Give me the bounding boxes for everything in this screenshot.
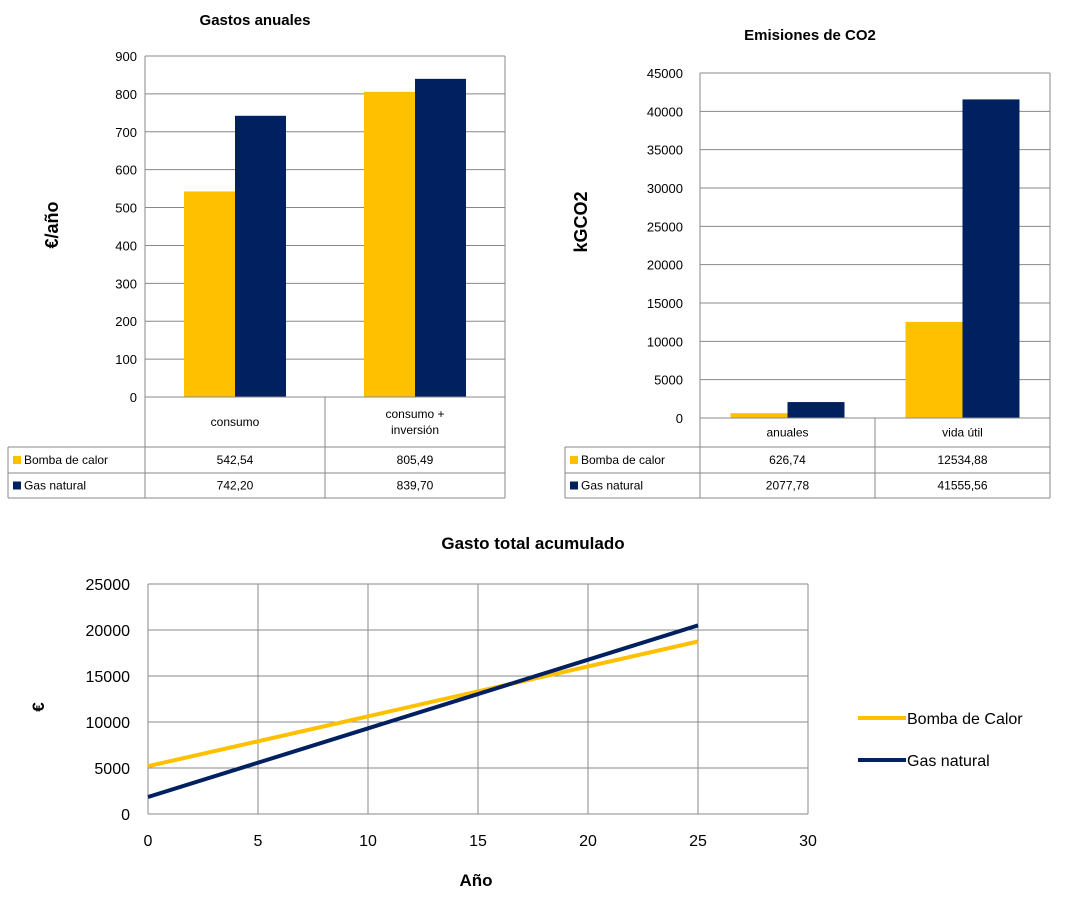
y-axis-label: kGCO2 [571, 191, 591, 252]
chart-title: Gasto total acumulado [441, 534, 624, 553]
x-tick-label: 20 [579, 833, 597, 850]
y-tick-label: 20000 [647, 258, 683, 273]
bar [235, 115, 286, 397]
y-tick-label: 25000 [647, 219, 683, 234]
y-tick-label: 0 [121, 807, 130, 824]
x-tick-label: consumo [211, 415, 260, 429]
data-label: 742,20 [217, 479, 254, 493]
x-tick-label: consumo + [385, 407, 444, 421]
x-tick-label: 0 [144, 833, 153, 850]
y-tick-label: 5000 [654, 373, 683, 388]
y-tick-label: 20000 [86, 623, 131, 640]
y-tick-label: 40000 [647, 104, 683, 119]
x-tick-label: anuales [766, 426, 808, 440]
data-label: 41555,56 [937, 479, 987, 493]
series-line [147, 623, 699, 799]
legend-label: Gas natural [581, 479, 643, 493]
legend-label: Bomba de Calor [907, 711, 1023, 728]
y-tick-label: 35000 [647, 143, 683, 158]
chart-title: Gastos anuales [200, 12, 311, 29]
legend-label: Gas natural [24, 479, 86, 493]
x-tick-label: 10 [359, 833, 377, 850]
bar [787, 402, 845, 418]
series-line [147, 639, 699, 769]
legend-label: Bomba de calor [24, 453, 108, 467]
y-tick-label: 500 [115, 201, 137, 216]
y-tick-label: 10000 [647, 334, 683, 349]
chart-gasto-total-acumulado: Gasto total acumulado Año € 0 5000 10000 15… [29, 534, 1023, 890]
bar [415, 78, 466, 398]
y-axis-label: € [29, 702, 48, 712]
y-tick-label: 15000 [86, 669, 131, 686]
data-label: 542,54 [217, 453, 254, 467]
data-label: 2077,78 [766, 479, 810, 493]
y-tick-label: 30000 [647, 181, 683, 196]
y-tick-label: 25000 [86, 577, 131, 594]
y-tick-label: 700 [115, 125, 137, 140]
y-tick-label: 600 [115, 163, 137, 178]
bar [905, 321, 963, 418]
y-tick-label: 200 [115, 314, 137, 329]
x-tick-label: vida útil [942, 426, 983, 440]
x-tick-label: 15 [469, 833, 487, 850]
legend-swatch [570, 456, 578, 464]
y-tick-label: 0 [676, 411, 683, 426]
x-tick-label: 25 [689, 833, 707, 850]
legend-swatch [13, 481, 21, 490]
y-tick-label: 10000 [86, 715, 131, 732]
legend-label: Gas natural [907, 753, 990, 770]
bar [364, 91, 415, 398]
legend-swatch [13, 456, 21, 464]
y-tick-label: 45000 [647, 66, 683, 81]
data-label: 12534,88 [937, 453, 987, 467]
bar [962, 99, 1020, 418]
x-tick-label: 30 [799, 833, 817, 850]
y-tick-label: 15000 [647, 296, 683, 311]
chart-title: Emisiones de CO2 [744, 27, 876, 44]
chart-emisiones-co2: Emisiones de CO2 kGCO2 0 5000 10000 15000 20… [564, 27, 1051, 499]
x-tick-label: inversión [391, 423, 439, 437]
bar [730, 413, 788, 418]
data-label: 839,70 [397, 479, 434, 493]
y-axis-label: €/año [42, 201, 62, 248]
data-label: 805,49 [397, 453, 434, 467]
y-tick-label: 0 [130, 390, 137, 405]
y-tick-label: 100 [115, 352, 137, 367]
legend-swatch [570, 481, 578, 490]
y-tick-label: 300 [115, 276, 137, 291]
legend-label: Bomba de calor [581, 453, 665, 467]
chart-gastos-anuales: Gastos anuales €/año 0 100 200 300 400 500 600… [7, 12, 506, 499]
data-label: 626,74 [769, 453, 806, 467]
x-axis-label: Año [459, 871, 492, 890]
y-tick-label: 800 [115, 87, 137, 102]
x-tick-label: 5 [254, 833, 263, 850]
y-tick-label: 900 [115, 49, 137, 64]
y-tick-label: 5000 [94, 761, 130, 778]
y-tick-label: 400 [115, 238, 137, 253]
bar [184, 191, 235, 397]
